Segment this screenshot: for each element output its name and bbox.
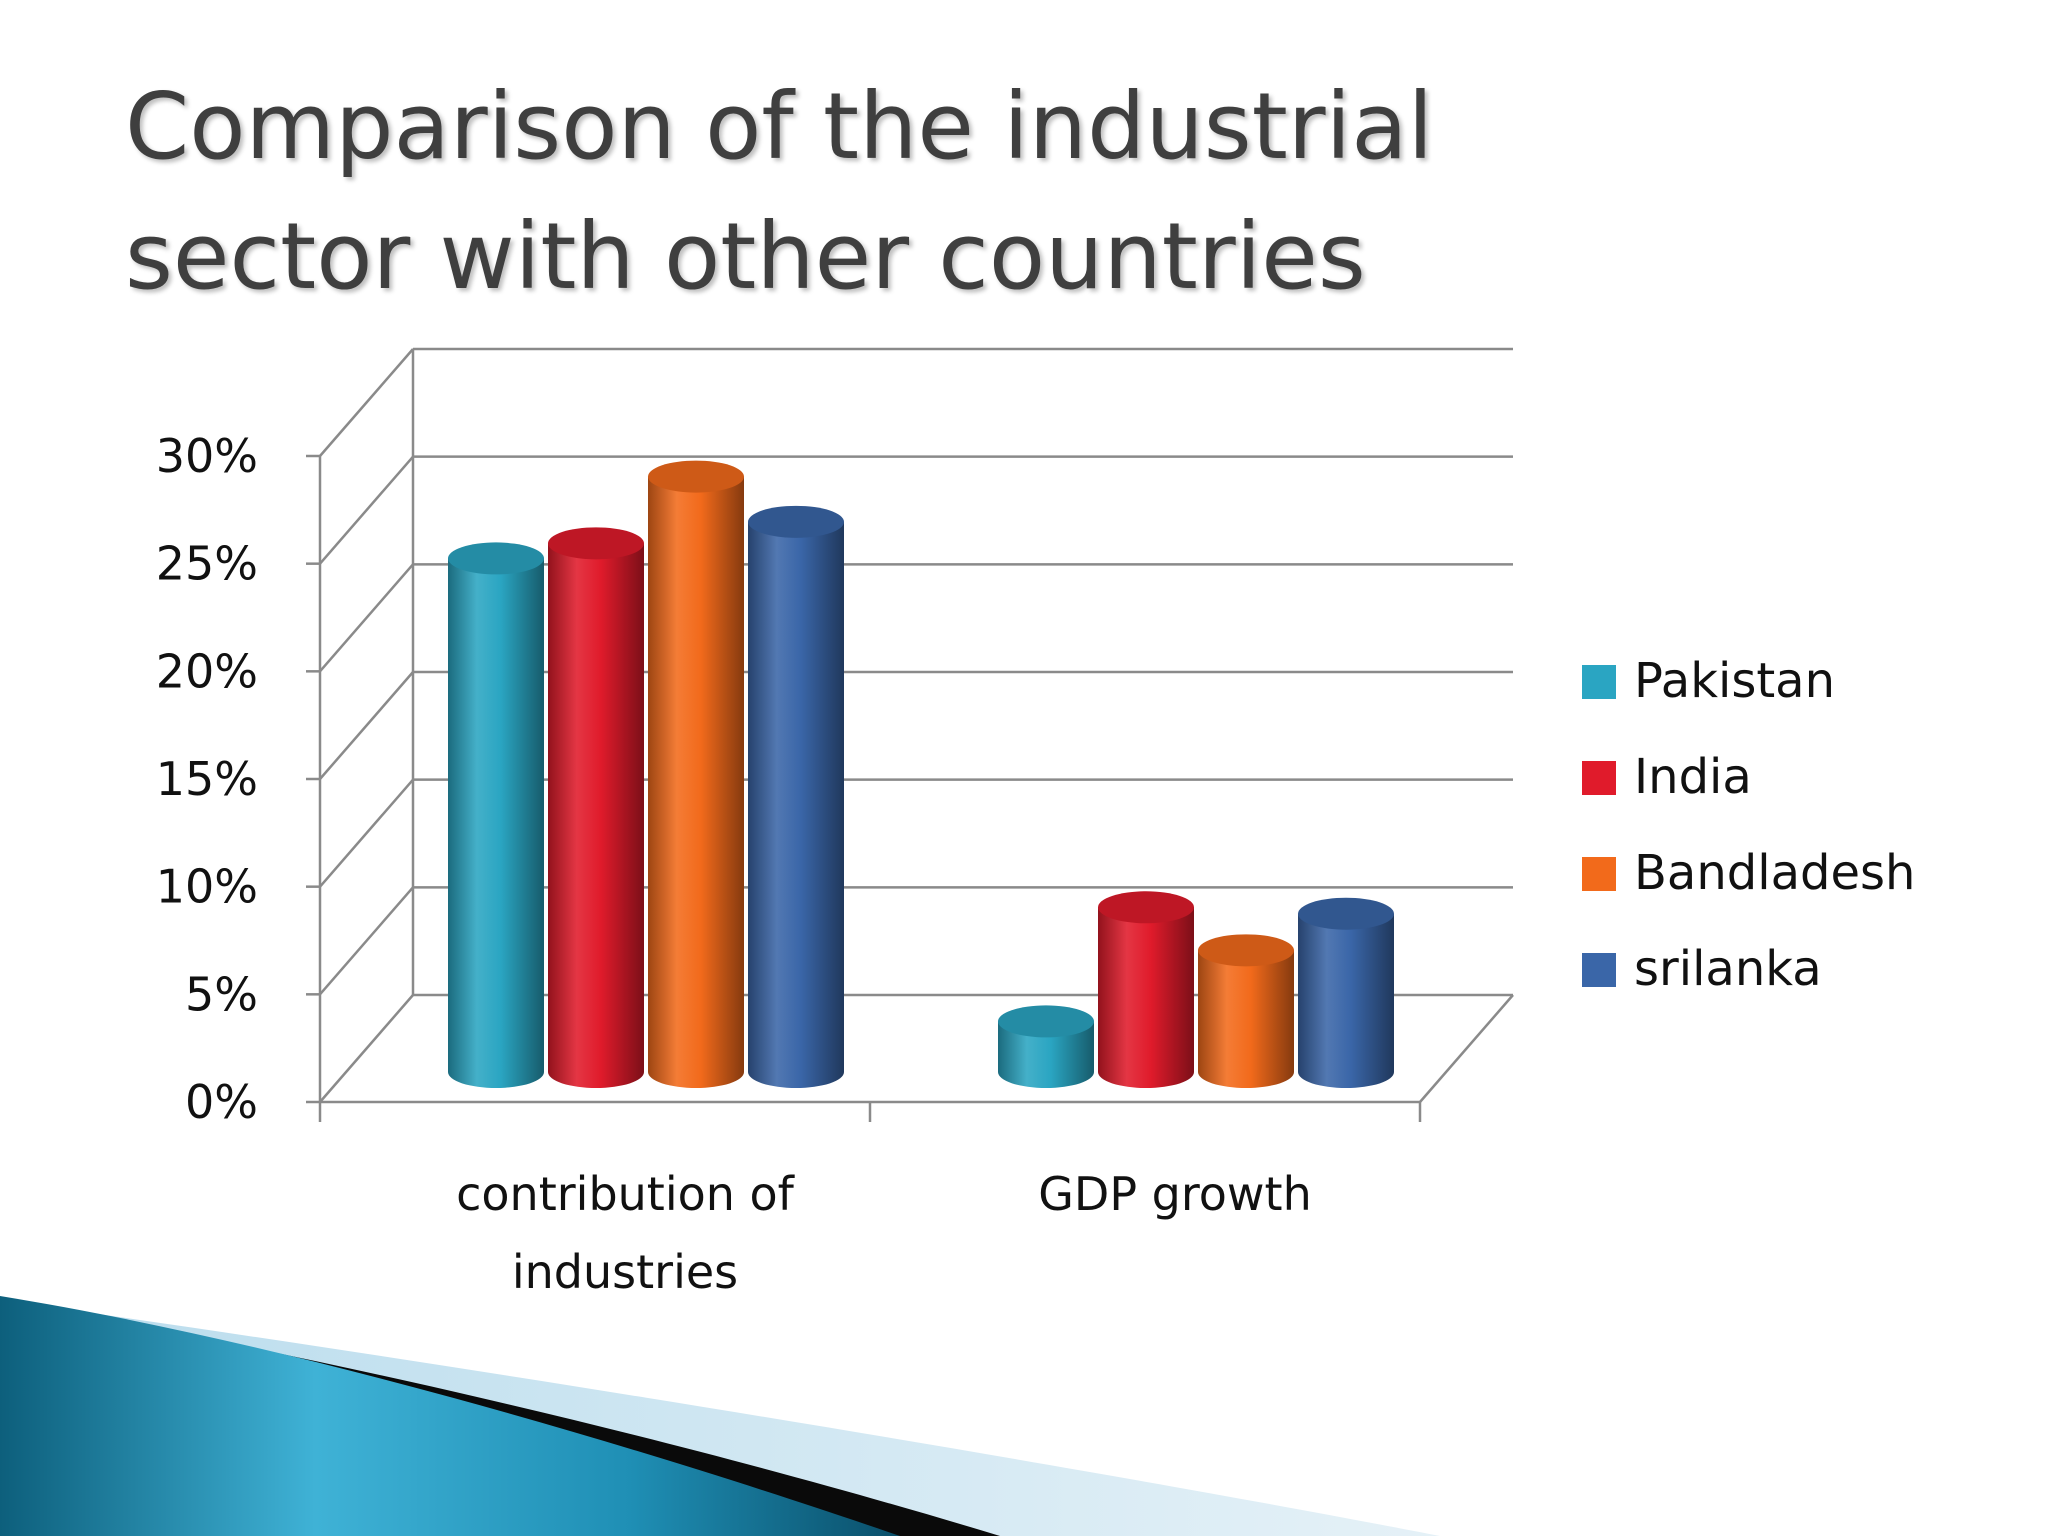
chart-bars: [448, 460, 1394, 1088]
side-wall-gridline: [319, 348, 414, 457]
y-tick-label: 20%: [156, 644, 258, 698]
y-tick-label: 30%: [156, 429, 258, 483]
bar-Pakistan-1: [998, 1005, 1094, 1088]
bar-body: [998, 1021, 1094, 1088]
bar-body: [448, 558, 544, 1088]
bar-India-1: [1098, 891, 1194, 1088]
bar-srilanka-0: [748, 505, 844, 1088]
side-wall-gridline: [319, 563, 414, 673]
bar-srilanka-1: [1298, 897, 1394, 1088]
bar-body: [1198, 950, 1294, 1088]
bar-body: [1298, 913, 1394, 1088]
bar-top: [448, 542, 544, 575]
legend-swatch-India: [1582, 761, 1616, 795]
y-tick-label: 25%: [156, 537, 258, 591]
side-wall-gridline: [319, 994, 414, 1103]
legend-label-Pakistan: Pakistan: [1634, 653, 1835, 709]
bar-body: [1098, 907, 1194, 1088]
slide-wave-decoration: [0, 1296, 1440, 1536]
bar-Bandladesh-1: [1198, 934, 1294, 1088]
legend-swatch-Pakistan: [1582, 665, 1616, 699]
bar-body: [648, 476, 744, 1088]
legend-label-srilanka: srilanka: [1634, 941, 1822, 997]
slide-title: Comparison of the industrial sector with…: [125, 62, 1825, 322]
side-wall-gridline: [319, 671, 414, 780]
bar-top: [998, 1005, 1094, 1038]
floor-right-edge: [1419, 994, 1514, 1103]
chart-labels: 0% 5% 10% 15% 20% 25% 30% contribution of indust…: [156, 429, 1312, 1299]
side-wall-gridline: [319, 455, 414, 565]
bar-top: [648, 460, 744, 493]
bar-body: [748, 521, 844, 1088]
bar-body: [548, 543, 644, 1088]
legend-label-India: India: [1634, 749, 1752, 805]
x-category-label: industries: [512, 1245, 738, 1299]
y-tick-label: 10%: [156, 860, 258, 914]
legend-label-Bandladesh: Bandladesh: [1634, 845, 1915, 901]
legend-swatch-Bandladesh: [1582, 857, 1616, 891]
bar-top: [1198, 934, 1294, 967]
bar-top: [548, 527, 644, 560]
x-category-label: contribution of: [456, 1167, 796, 1221]
y-tick-label: 5%: [185, 967, 258, 1021]
legend-swatch-srilanka: [1582, 953, 1616, 987]
bar-top: [1298, 897, 1394, 930]
x-category-label: GDP growth: [1038, 1167, 1311, 1221]
y-tick-label: 15%: [156, 752, 258, 806]
slide-title-line-2: sector with other countries: [125, 203, 1366, 310]
chart-legend: Pakistan India Bandladesh srilanka: [1582, 653, 1915, 997]
bar-Bandladesh-0: [648, 460, 744, 1088]
bar-top: [1098, 891, 1194, 924]
wave-blue-band: [0, 1296, 900, 1536]
bar-India-0: [548, 527, 644, 1088]
side-wall-gridline: [319, 778, 414, 888]
bar-top: [748, 505, 844, 538]
slide-title-line-1: Comparison of the industrial: [125, 73, 1434, 180]
side-wall-gridline: [319, 886, 414, 996]
bar-Pakistan-0: [448, 542, 544, 1088]
chart-axes: [306, 347, 1514, 1122]
y-tick-label: 0%: [185, 1075, 258, 1129]
